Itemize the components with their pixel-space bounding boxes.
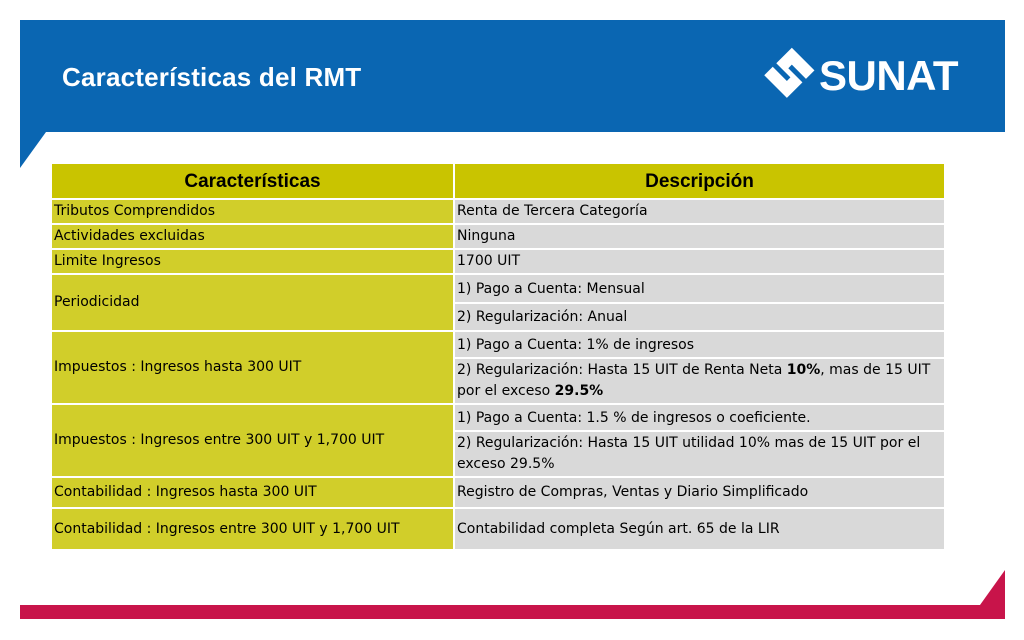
- desc-text: , mas de 15 UIT por el exceso: [457, 362, 931, 399]
- row-desc: Contabilidad completa Según art. 65 de l…: [453, 507, 946, 551]
- row-desc: 2) Regularización: Hasta 15 UIT de Renta…: [453, 357, 946, 405]
- row-desc: 1700 UIT: [453, 248, 946, 275]
- row-label: Contabilidad : Ingresos entre 300 UIT y …: [50, 507, 455, 551]
- table-row: 2) Regularización: Anual: [51, 302, 946, 332]
- row-desc: 1) Pago a Cuenta: 1% de ingresos: [453, 330, 946, 359]
- table-row: Impuestos : Ingresos hasta 300 UIT 1) Pa…: [50, 330, 946, 405]
- desc-text: 2) Regularización: Hasta 15 UIT de Renta…: [457, 362, 787, 378]
- table-row: Contabilidad : Ingresos entre 300 UIT y …: [50, 507, 946, 551]
- row-label: Impuestos : Ingresos entre 300 UIT y 1,7…: [50, 403, 455, 478]
- row-label: Limite Ingresos: [50, 248, 455, 275]
- desc-bold: 10%: [786, 362, 821, 378]
- rmt-table: Características Descripción Tributos Com…: [50, 162, 946, 551]
- row-label: Impuestos : Ingresos hasta 300 UIT: [50, 330, 455, 405]
- table-row: Periodicidad 1) Pago a Cuenta: Mensual: [50, 273, 946, 332]
- row-desc: Registro de Compras, Ventas y Diario Sim…: [453, 476, 946, 509]
- header-tail: [20, 132, 46, 168]
- row-desc: Ninguna: [453, 223, 946, 250]
- row-desc: 2) Regularización: Hasta 15 UIT utilidad…: [453, 430, 946, 478]
- table-row: Actividades excluidas Ninguna: [50, 223, 946, 250]
- row-desc: Renta de Tercera Categoría: [453, 198, 946, 225]
- table-row: Contabilidad : Ingresos hasta 300 UIT Re…: [50, 476, 946, 509]
- row-desc: 1) Pago a Cuenta: 1.5 % de ingresos o co…: [453, 403, 946, 432]
- header-band: [20, 20, 1005, 132]
- row-label: Actividades excluidas: [50, 223, 455, 250]
- row-label: Periodicidad: [50, 273, 455, 332]
- header-caracteristicas: Características: [50, 162, 455, 200]
- slide-title: Características del RMT: [62, 62, 362, 92]
- logo-text: SUNAT: [819, 52, 959, 99]
- sunat-logo: SUNAT: [763, 45, 983, 107]
- footer-bar: [20, 605, 1005, 619]
- footer-wedge: [980, 570, 1005, 605]
- table-row: Limite Ingresos 1700 UIT: [50, 248, 946, 275]
- row-label: Tributos Comprendidos: [50, 198, 455, 225]
- table-row: 2) Regularización: Hasta 15 UIT de Renta…: [51, 357, 946, 405]
- desc-bold: 29.5%: [554, 383, 604, 399]
- row-desc: 2) Regularización: Anual: [453, 302, 946, 332]
- row-label: Contabilidad : Ingresos hasta 300 UIT: [50, 476, 455, 509]
- table-row: 2) Regularización: Hasta 15 UIT utilidad…: [51, 430, 946, 478]
- table-row: Impuestos : Ingresos entre 300 UIT y 1,7…: [50, 403, 946, 478]
- header-descripcion: Descripción: [453, 162, 946, 200]
- sunat-s-icon: [764, 47, 815, 98]
- table-row: Tributos Comprendidos Renta de Tercera C…: [50, 198, 946, 225]
- row-desc: 1) Pago a Cuenta: Mensual: [453, 273, 946, 304]
- table-header-row: Características Descripción: [50, 162, 946, 200]
